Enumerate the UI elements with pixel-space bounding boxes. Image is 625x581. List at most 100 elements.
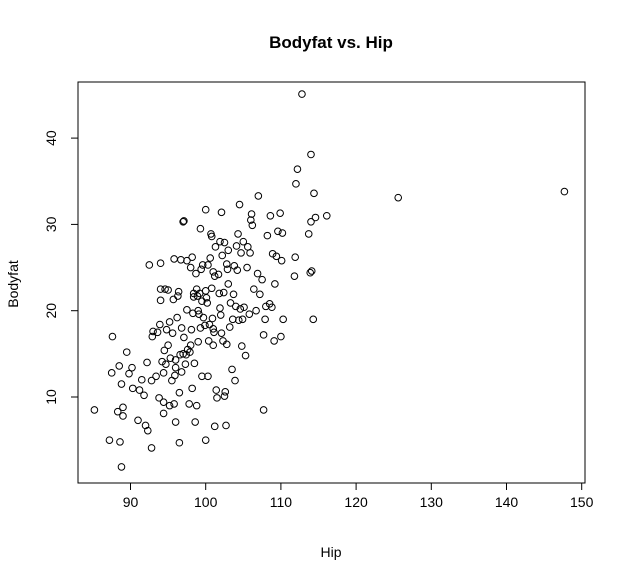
data-point [202, 293, 211, 302]
data-point [170, 255, 178, 263]
data-point [259, 331, 268, 339]
data-point [125, 369, 133, 378]
data-point [298, 90, 306, 98]
data-point [179, 218, 187, 226]
data-point [188, 384, 196, 393]
data-point [254, 192, 263, 200]
data-point [222, 340, 231, 349]
data-point [201, 205, 210, 214]
data-point [222, 421, 230, 430]
x-tick-label: 140 [495, 494, 519, 510]
data-point [199, 313, 208, 322]
data-point [205, 320, 214, 329]
x-tick-label: 110 [270, 494, 293, 510]
y-tick-label: 10 [43, 389, 59, 405]
data-point [171, 356, 180, 364]
data-point [175, 438, 184, 447]
data-point [225, 323, 234, 331]
data-point [216, 304, 224, 312]
data-point [247, 210, 256, 218]
data-point [192, 401, 201, 410]
data-point [115, 362, 124, 370]
data-point [168, 329, 177, 337]
data-point [198, 372, 206, 381]
data-point [210, 272, 219, 280]
data-point [156, 285, 165, 293]
data-point [304, 230, 313, 238]
data-point [164, 286, 172, 294]
data-point [122, 348, 131, 356]
x-axis: 90 100 110 120 130 140 150 [123, 482, 594, 510]
data-point [217, 329, 226, 337]
data-point [117, 463, 126, 471]
data-point [90, 406, 99, 414]
data-point [119, 412, 127, 420]
data-point [171, 371, 179, 380]
data-point [128, 384, 137, 393]
data-point [212, 386, 221, 394]
data-point [147, 376, 156, 385]
data-point [307, 267, 316, 275]
data-point [262, 302, 270, 311]
data-point [210, 422, 219, 431]
data-point [194, 306, 202, 315]
data-point [196, 224, 205, 233]
data-point [161, 285, 169, 293]
data-point [177, 255, 185, 264]
data-point [219, 288, 228, 297]
data-point [187, 325, 196, 334]
data-point [137, 375, 146, 384]
data-point [171, 363, 180, 372]
data-point [175, 388, 184, 397]
data-point [159, 398, 168, 406]
data-point [204, 337, 213, 345]
data-point [191, 418, 199, 426]
y-axis: 10 20 30 40 [43, 130, 79, 405]
data-point [156, 320, 164, 329]
data-point [213, 394, 221, 402]
data-point [143, 358, 151, 367]
data-point [192, 269, 200, 278]
data-point [268, 303, 276, 312]
data-point [177, 324, 186, 332]
data-point [174, 287, 183, 296]
data-point [209, 325, 218, 333]
data-point [183, 306, 191, 314]
data-point [210, 328, 218, 337]
data-point [277, 256, 286, 265]
data-point [208, 314, 217, 323]
data-point [310, 189, 318, 198]
data-point [216, 311, 225, 319]
data-point [245, 310, 254, 318]
data-point [201, 321, 209, 330]
data-point [250, 285, 258, 293]
data-point [183, 256, 191, 265]
data-point [211, 243, 220, 251]
data-point [162, 325, 171, 334]
data-point [220, 392, 229, 400]
data-point [237, 342, 246, 350]
data-point [159, 369, 168, 377]
data-point [235, 200, 244, 209]
data-point [203, 299, 212, 307]
data-point [309, 315, 318, 324]
y-axis-label: Bodyfat [5, 260, 21, 308]
data-point [201, 436, 210, 444]
data-point [216, 237, 224, 246]
data-point [107, 369, 116, 377]
data-point [259, 406, 268, 414]
data-point [105, 436, 114, 444]
data-point [222, 260, 231, 268]
data-point [190, 359, 199, 368]
data-point [277, 332, 285, 341]
data-point [159, 409, 168, 418]
data-point [218, 251, 227, 260]
data-point [134, 416, 142, 425]
data-point [169, 295, 178, 304]
data-point [229, 290, 238, 299]
data-point [224, 280, 233, 288]
data-point [149, 327, 157, 336]
data-point [237, 249, 245, 257]
data-point [186, 341, 195, 350]
data-point [307, 150, 315, 159]
